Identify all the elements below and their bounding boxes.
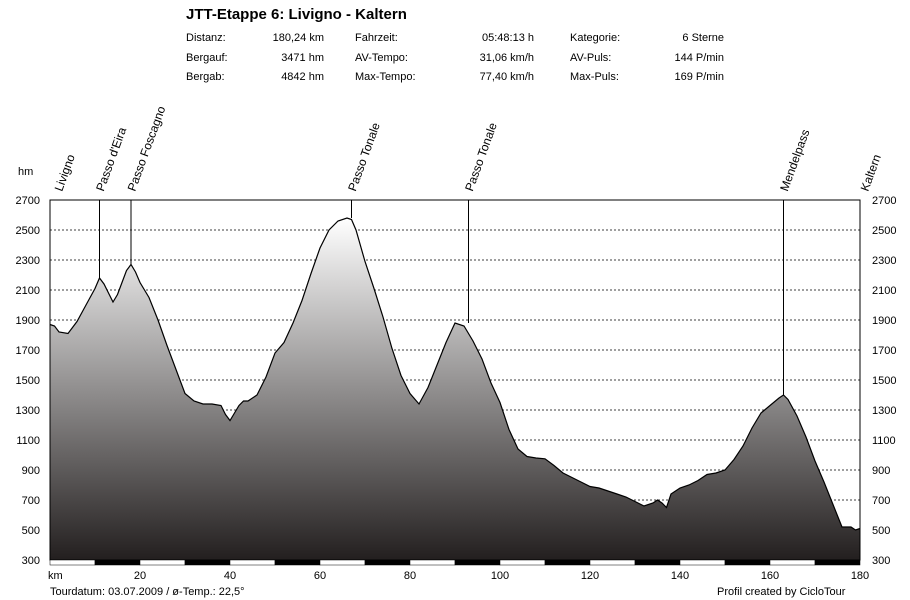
elevation-area: [50, 218, 860, 560]
pass-label: Passo d'Eira: [93, 125, 129, 193]
y-tick-label-left: 300: [22, 555, 40, 567]
stat-label-bergauf: Bergauf:: [186, 52, 228, 64]
distance-bar-segment: [454, 559, 501, 566]
distance-bar-segment: [229, 559, 276, 566]
y-tick-label-right: 900: [872, 465, 890, 477]
stat-label-max-puls: Max-Puls:: [570, 71, 619, 83]
pass-label: Passo Tonale: [345, 120, 383, 193]
pass-label: Livigno: [52, 152, 78, 193]
stat-label-av-puls: AV-Puls:: [570, 52, 612, 64]
y-tick-label-right: 700: [872, 495, 890, 507]
y-tick-label-left: 1300: [16, 405, 40, 417]
y-tick-label-right: 2500: [872, 225, 896, 237]
distance-bar-segment: [679, 559, 726, 566]
stat-value-av-puls: 144 P/min: [674, 52, 724, 64]
y-tick-label-right: 300: [872, 555, 890, 567]
x-tick-label: 160: [761, 570, 779, 582]
y-tick-label-left: 1700: [16, 345, 40, 357]
pass-label: Mendelpass: [777, 127, 812, 193]
x-tick-label: 80: [404, 570, 416, 582]
y-tick-label-right: 1500: [872, 375, 896, 387]
pass-label: Kaltern: [858, 153, 884, 194]
y-tick-label-left: 2100: [16, 285, 40, 297]
stat-label-kategorie: Kategorie:: [570, 32, 621, 44]
y-tick-label-right: 1700: [872, 345, 896, 357]
stat-value-bergab: 4842 hm: [281, 71, 324, 83]
y-tick-label-left: 900: [22, 465, 40, 477]
y-tick-label-right: 1900: [872, 315, 896, 327]
distance-bar-segment: [49, 559, 96, 566]
y-tick-label-right: 2300: [872, 255, 896, 267]
y-tick-label-left: 700: [22, 495, 40, 507]
x-axis-label: km: [48, 570, 63, 582]
distance-bar-segment: [589, 559, 636, 566]
distance-bar-segment: [724, 559, 771, 566]
distance-bar-segment: [814, 559, 861, 566]
distance-bar-segment: [319, 559, 366, 566]
x-tick-label: 40: [224, 570, 236, 582]
x-tick-label: 60: [314, 570, 326, 582]
y-axis-label: hm: [18, 166, 33, 178]
distance-bar-segment: [94, 559, 141, 566]
y-tick-label-right: 500: [872, 525, 890, 537]
distance-bar-segment: [769, 559, 816, 566]
x-tick-label: 140: [671, 570, 689, 582]
y-tick-label-left: 2500: [16, 225, 40, 237]
stat-value-max-tempo: 77,40 km/h: [479, 71, 534, 83]
distance-bar-segment: [409, 559, 456, 566]
stat-label-max-tempo: Max-Tempo:: [355, 71, 416, 83]
distance-bar-segment: [634, 559, 681, 566]
elevation-line: [49, 217, 861, 531]
stat-value-distanz: 180,24 km: [272, 32, 324, 44]
stat-value-fahrzeit: 05:48:13 h: [482, 32, 534, 44]
distance-bar-segment: [274, 559, 321, 566]
y-tick-label-left: 2700: [16, 195, 40, 207]
y-tick-label-right: 1100: [872, 435, 896, 447]
stat-value-av-tempo: 31,06 km/h: [479, 52, 534, 64]
footer-tour-date: Tourdatum: 03.07.2009 / ø-Temp.: 22,5°: [50, 586, 245, 598]
pass-label: Passo Tonale: [462, 120, 500, 193]
x-tick-label: 100: [491, 570, 509, 582]
stat-value-kategorie: 6 Sterne: [682, 32, 724, 44]
chart-title: JTT-Etappe 6: Livigno - Kaltern: [186, 6, 407, 23]
stat-label-distanz: Distanz:: [186, 32, 226, 44]
footer-credit: Profil created by CicloTour: [717, 586, 846, 598]
stat-value-bergauf: 3471 hm: [281, 52, 324, 64]
pass-label: Passo Foscagno: [125, 104, 169, 193]
y-tick-label-left: 1100: [16, 435, 40, 447]
distance-bar-segment: [364, 559, 411, 566]
y-tick-label-right: 2100: [872, 285, 896, 297]
y-tick-label-left: 1500: [16, 375, 40, 387]
stat-label-fahrzeit: Fahrzeit:: [355, 32, 398, 44]
y-tick-label-right: 1300: [872, 405, 896, 417]
stat-label-bergab: Bergab:: [186, 71, 225, 83]
distance-bar-segment: [184, 559, 231, 566]
x-tick-label: 120: [581, 570, 599, 582]
stat-label-av-tempo: AV-Tempo:: [355, 52, 408, 64]
x-tick-label: 20: [134, 570, 146, 582]
stat-value-max-puls: 169 P/min: [674, 71, 724, 83]
y-tick-label-left: 500: [22, 525, 40, 537]
y-tick-label-right: 2700: [872, 195, 896, 207]
y-tick-label-left: 1900: [16, 315, 40, 327]
distance-bar-segment: [139, 559, 186, 566]
y-tick-label-left: 2300: [16, 255, 40, 267]
x-tick-label: 180: [851, 570, 869, 582]
axes: 300 300 500 500 700 700 900 900 1100 1100 1300 1300…: [16, 195, 897, 582]
distance-bar-segment: [499, 559, 546, 566]
distance-bar-segment: [544, 559, 591, 566]
